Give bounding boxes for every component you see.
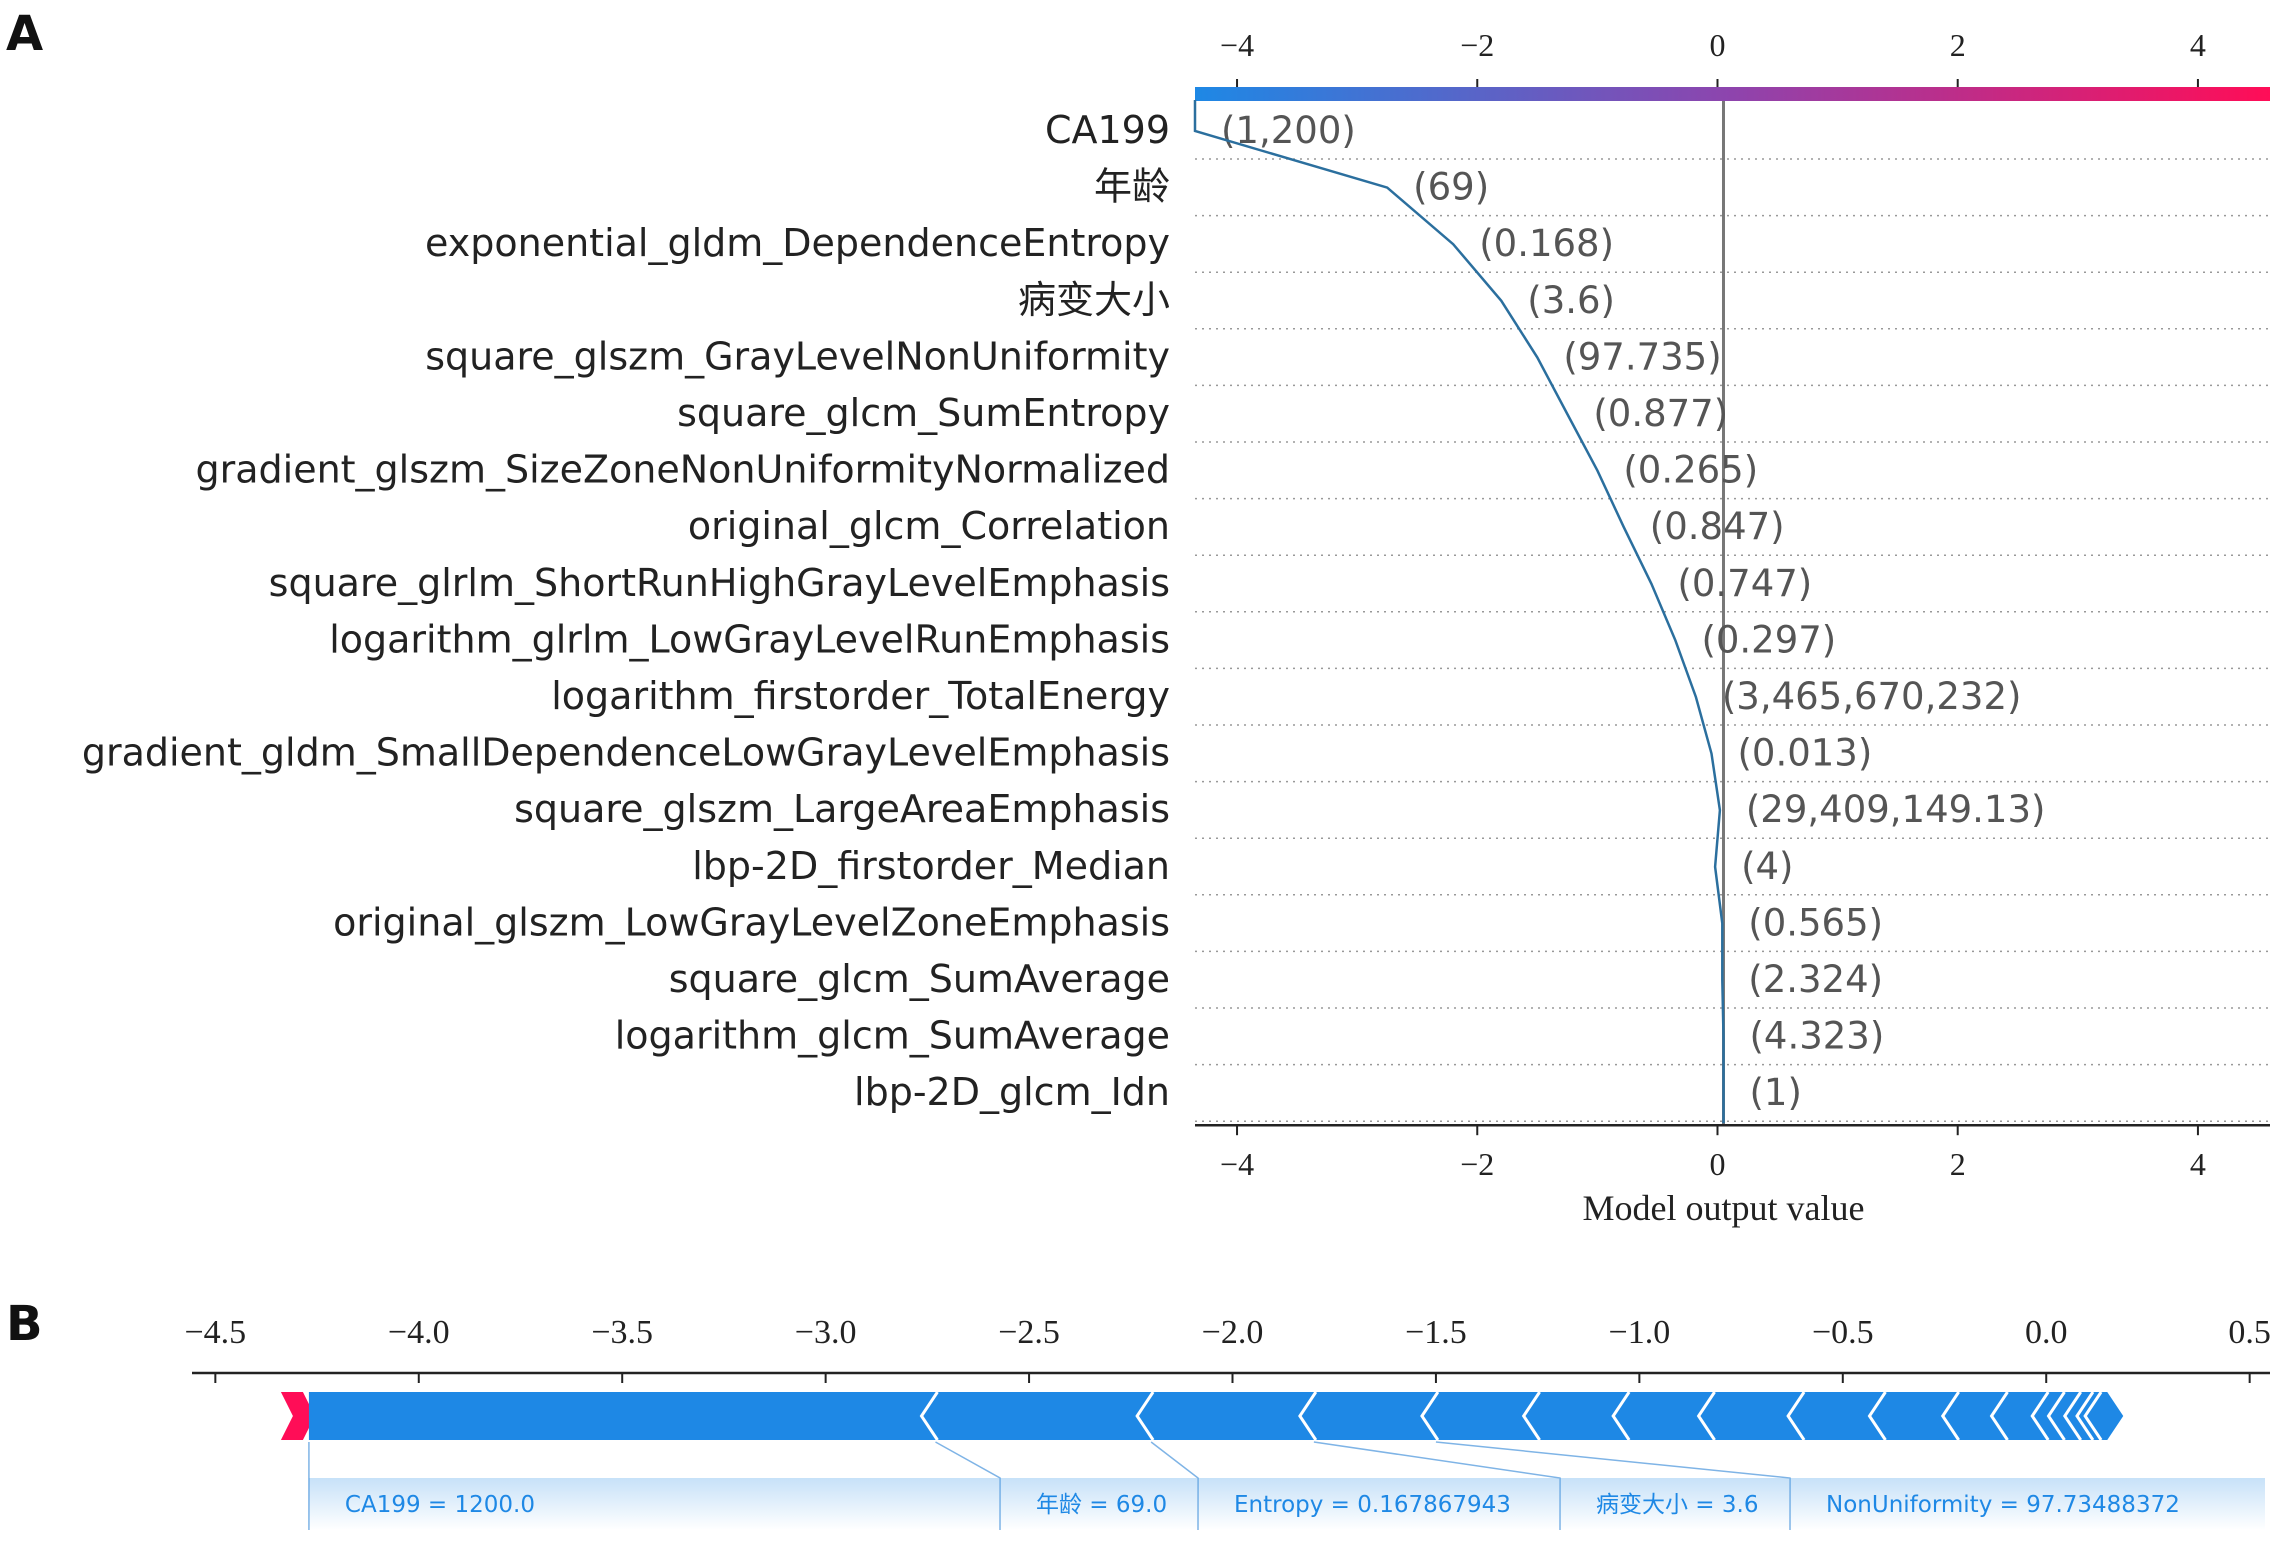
- tick-label: −1.0: [1609, 1314, 1671, 1351]
- segment-separator: [1940, 1391, 1960, 1441]
- label-shade: [1560, 1478, 1790, 1530]
- feature-value: (0.297): [1701, 618, 1836, 661]
- decision-plot-x-label: Model output value: [1583, 1188, 1865, 1228]
- segment-separator: [2062, 1391, 2083, 1441]
- tick-label: −4.5: [184, 1314, 246, 1351]
- segment-separator: [1867, 1391, 1887, 1441]
- feature-name: CA199: [1045, 108, 1170, 152]
- segment-separator: [1521, 1391, 1541, 1441]
- segment-separator: [1989, 1391, 2009, 1441]
- feature-name-labels: CA199 年龄 exponential_gldm_DependenceEntrop…: [82, 108, 1170, 1114]
- segment-separator: [2046, 1391, 2066, 1441]
- feature-value: (4): [1741, 845, 1793, 888]
- tick-label: 0.5: [2228, 1314, 2271, 1351]
- feature-value: (0.847): [1650, 505, 1785, 548]
- positive-force-segment: [280, 1392, 315, 1440]
- panel-label-a: A: [6, 6, 43, 62]
- feature-name: lbp-2D_firstorder_Median: [692, 844, 1170, 888]
- feature-value: (1): [1749, 1071, 1801, 1114]
- feature-value: (0.265): [1623, 449, 1758, 492]
- force-plot: −4.5 −4.0 −3.5 −3.0 −2.5 −2.0 −1.5 −1.0 −0.5 0.0 0…: [184, 1314, 2271, 1530]
- segment-separator: [919, 1391, 939, 1441]
- decision-plot-ticks: −4 −4 −2 −2 0 0 2 2 4 4: [1220, 27, 2206, 1182]
- bottom-tick-label: −2: [1460, 1146, 1494, 1182]
- feature-name: 病变大小: [1018, 278, 1170, 322]
- label-shade: [1000, 1478, 1198, 1530]
- segment-separator: [1298, 1391, 1318, 1441]
- top-tick-label: 2: [1950, 27, 1966, 63]
- segment-separator: [2075, 1391, 2095, 1441]
- segment-separator: [1696, 1391, 1716, 1441]
- label-shade: [1198, 1478, 1560, 1530]
- feature-value: (29,409,149.13): [1746, 788, 2046, 831]
- feature-value: (69): [1413, 166, 1489, 209]
- top-tick-label: 4: [2190, 27, 2206, 63]
- feature-name: logarithm_firstorder_TotalEnergy: [551, 674, 1170, 718]
- feature-name: logarithm_glrlm_LowGrayLevelRunEmphasis: [329, 617, 1170, 661]
- feature-value-labels: (1,200)(69)(0.168)(3.6)(97.735)(0.877)(0…: [1221, 109, 2045, 1114]
- label-shade: [1790, 1478, 2265, 1530]
- force-label: Entropy = 0.167867943: [1234, 1492, 1511, 1518]
- label-shade: [308, 1478, 1000, 1530]
- feature-name: logarithm_glcm_SumAverage: [615, 1014, 1170, 1058]
- bottom-tick-label: −4: [1220, 1146, 1254, 1182]
- top-tick-label: −4: [1220, 27, 1254, 63]
- feature-name: square_glszm_GrayLevelNonUniformity: [425, 334, 1170, 378]
- segment-separator: [2030, 1391, 2050, 1441]
- tick-label: −2.0: [1202, 1314, 1264, 1351]
- tick-label: −3.0: [795, 1314, 857, 1351]
- force-plot-ticks: −4.5 −4.0 −3.5 −3.0 −2.5 −2.0 −1.5 −1.0 −0.5 0.0 0…: [184, 1314, 2271, 1383]
- tick-label: 0.0: [2025, 1314, 2068, 1351]
- feature-name: gradient_glszm_SizeZoneNonUniformityNorm…: [195, 448, 1170, 492]
- feature-name: square_glcm_SumAverage: [669, 957, 1170, 1001]
- tick-label: −0.5: [1812, 1314, 1874, 1351]
- decision-plot-colorbar: [1195, 87, 2270, 101]
- feature-value: (0.013): [1737, 732, 1872, 775]
- tick-label: −2.5: [998, 1314, 1060, 1351]
- force-label: NonUniformity = 97.73488372: [1826, 1492, 2180, 1518]
- segment-separator: [1786, 1391, 1806, 1441]
- force-label: CA199 = 1200.0: [345, 1492, 535, 1518]
- feature-name: 年龄: [1094, 165, 1170, 209]
- segment-separator: [2083, 1391, 2103, 1441]
- force-label: 病变大小 = 3.6: [1596, 1492, 1758, 1518]
- decision-path-line: [1193, 100, 1725, 1124]
- feature-name: original_glcm_Correlation: [688, 504, 1170, 548]
- decision-plot: −4 −4 −2 −2 0 0 2 2 4 4 CA199 年龄 exponential_gldm_D…: [82, 27, 2270, 1228]
- segment-separator: [1611, 1391, 1631, 1441]
- feature-value: (97.735): [1563, 335, 1721, 378]
- top-tick-label: −2: [1460, 27, 1494, 63]
- feature-name: lbp-2D_glcm_Idn: [854, 1070, 1170, 1114]
- tick-label: −1.5: [1405, 1314, 1467, 1351]
- bottom-tick-label: 2: [1950, 1146, 1966, 1182]
- feature-value: (4.323): [1749, 1015, 1884, 1058]
- feature-value: (0.565): [1748, 901, 1883, 944]
- feature-value: (3.6): [1527, 279, 1615, 322]
- force-plot-labels: CA199 = 1200.0 年龄 = 69.0 Entropy = 0.16786…: [308, 1441, 2265, 1530]
- feature-name: square_glcm_SumEntropy: [677, 391, 1170, 435]
- top-tick-label: 0: [1709, 27, 1725, 63]
- segment-separator: [1420, 1391, 1440, 1441]
- bottom-tick-label: 0: [1709, 1146, 1725, 1182]
- force-plot-bar: [280, 1391, 2124, 1441]
- negative-force-bar: [308, 1392, 2124, 1440]
- feature-value: (2.324): [1748, 958, 1883, 1001]
- bottom-tick-label: 4: [2190, 1146, 2206, 1182]
- feature-value: (0.877): [1593, 392, 1728, 435]
- panel-label-b: B: [6, 1296, 43, 1352]
- feature-name: gradient_gldm_SmallDependenceLowGrayLeve…: [82, 731, 1170, 775]
- feature-value: (0.168): [1479, 222, 1614, 265]
- feature-value: (3,465,670,232): [1722, 675, 2022, 718]
- feature-name: original_glszm_LowGrayLevelZoneEmphasis: [333, 900, 1170, 944]
- feature-name: square_glszm_LargeAreaEmphasis: [514, 787, 1170, 831]
- feature-name: square_glrlm_ShortRunHighGrayLevelEmphas…: [269, 561, 1170, 605]
- feature-name: exponential_gldm_DependenceEntropy: [425, 221, 1170, 265]
- tick-label: −4.0: [388, 1314, 450, 1351]
- tick-label: −3.5: [591, 1314, 653, 1351]
- segment-separator: [1135, 1391, 1155, 1441]
- feature-value: (0.747): [1677, 562, 1812, 605]
- force-label: 年龄 = 69.0: [1036, 1492, 1167, 1518]
